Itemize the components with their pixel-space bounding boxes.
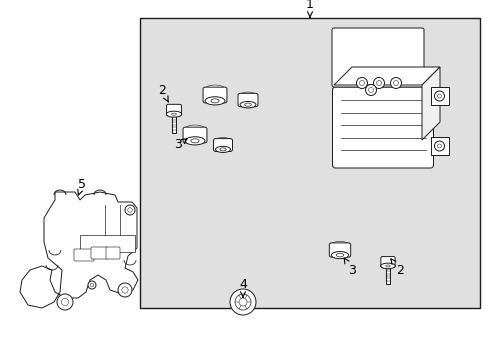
- Circle shape: [122, 287, 128, 293]
- FancyBboxPatch shape: [74, 249, 94, 261]
- Ellipse shape: [190, 139, 199, 143]
- Circle shape: [434, 141, 444, 151]
- Polygon shape: [421, 67, 439, 140]
- Circle shape: [88, 281, 96, 289]
- Circle shape: [437, 94, 441, 98]
- Circle shape: [125, 205, 135, 215]
- Text: 1: 1: [305, 0, 313, 17]
- Circle shape: [437, 144, 441, 148]
- FancyBboxPatch shape: [238, 93, 258, 107]
- Circle shape: [57, 294, 73, 310]
- Ellipse shape: [336, 253, 343, 257]
- Circle shape: [434, 91, 444, 101]
- Text: 2: 2: [158, 84, 168, 102]
- Polygon shape: [20, 192, 138, 308]
- Circle shape: [229, 289, 256, 315]
- FancyBboxPatch shape: [331, 28, 423, 87]
- Text: 5: 5: [78, 179, 86, 195]
- Ellipse shape: [331, 252, 348, 259]
- Circle shape: [127, 208, 132, 212]
- FancyBboxPatch shape: [91, 247, 108, 259]
- Ellipse shape: [331, 241, 348, 248]
- Circle shape: [356, 77, 367, 89]
- Ellipse shape: [215, 146, 230, 153]
- Circle shape: [90, 283, 94, 287]
- Ellipse shape: [184, 137, 204, 145]
- Ellipse shape: [220, 148, 225, 151]
- Circle shape: [393, 81, 398, 85]
- Ellipse shape: [244, 103, 251, 106]
- Polygon shape: [80, 235, 135, 252]
- Ellipse shape: [240, 92, 255, 99]
- Ellipse shape: [210, 99, 219, 103]
- Bar: [385, 266, 389, 284]
- Circle shape: [376, 81, 381, 85]
- Circle shape: [239, 298, 246, 306]
- Text: 2: 2: [390, 259, 403, 276]
- Ellipse shape: [204, 85, 224, 93]
- Circle shape: [365, 85, 376, 95]
- Circle shape: [118, 283, 132, 297]
- Polygon shape: [429, 137, 447, 155]
- FancyBboxPatch shape: [380, 257, 394, 267]
- Ellipse shape: [385, 265, 389, 267]
- Ellipse shape: [166, 111, 182, 117]
- Ellipse shape: [215, 138, 230, 144]
- Ellipse shape: [184, 125, 204, 133]
- Circle shape: [61, 298, 68, 306]
- Circle shape: [235, 294, 250, 310]
- FancyBboxPatch shape: [203, 87, 226, 103]
- Circle shape: [390, 77, 401, 89]
- Polygon shape: [333, 67, 439, 85]
- Polygon shape: [429, 87, 447, 105]
- Polygon shape: [140, 18, 479, 308]
- FancyBboxPatch shape: [106, 247, 120, 259]
- Ellipse shape: [380, 263, 394, 269]
- FancyBboxPatch shape: [213, 139, 232, 152]
- Bar: [171, 114, 176, 133]
- FancyBboxPatch shape: [166, 104, 181, 116]
- Text: 3: 3: [174, 139, 187, 152]
- Circle shape: [359, 81, 364, 85]
- Circle shape: [368, 87, 373, 93]
- Text: 3: 3: [344, 258, 355, 276]
- Ellipse shape: [171, 113, 176, 115]
- Ellipse shape: [204, 97, 224, 105]
- FancyBboxPatch shape: [183, 127, 206, 143]
- Ellipse shape: [240, 102, 255, 108]
- Circle shape: [373, 77, 384, 89]
- FancyBboxPatch shape: [328, 243, 350, 257]
- FancyBboxPatch shape: [332, 87, 433, 168]
- Text: 4: 4: [239, 279, 246, 297]
